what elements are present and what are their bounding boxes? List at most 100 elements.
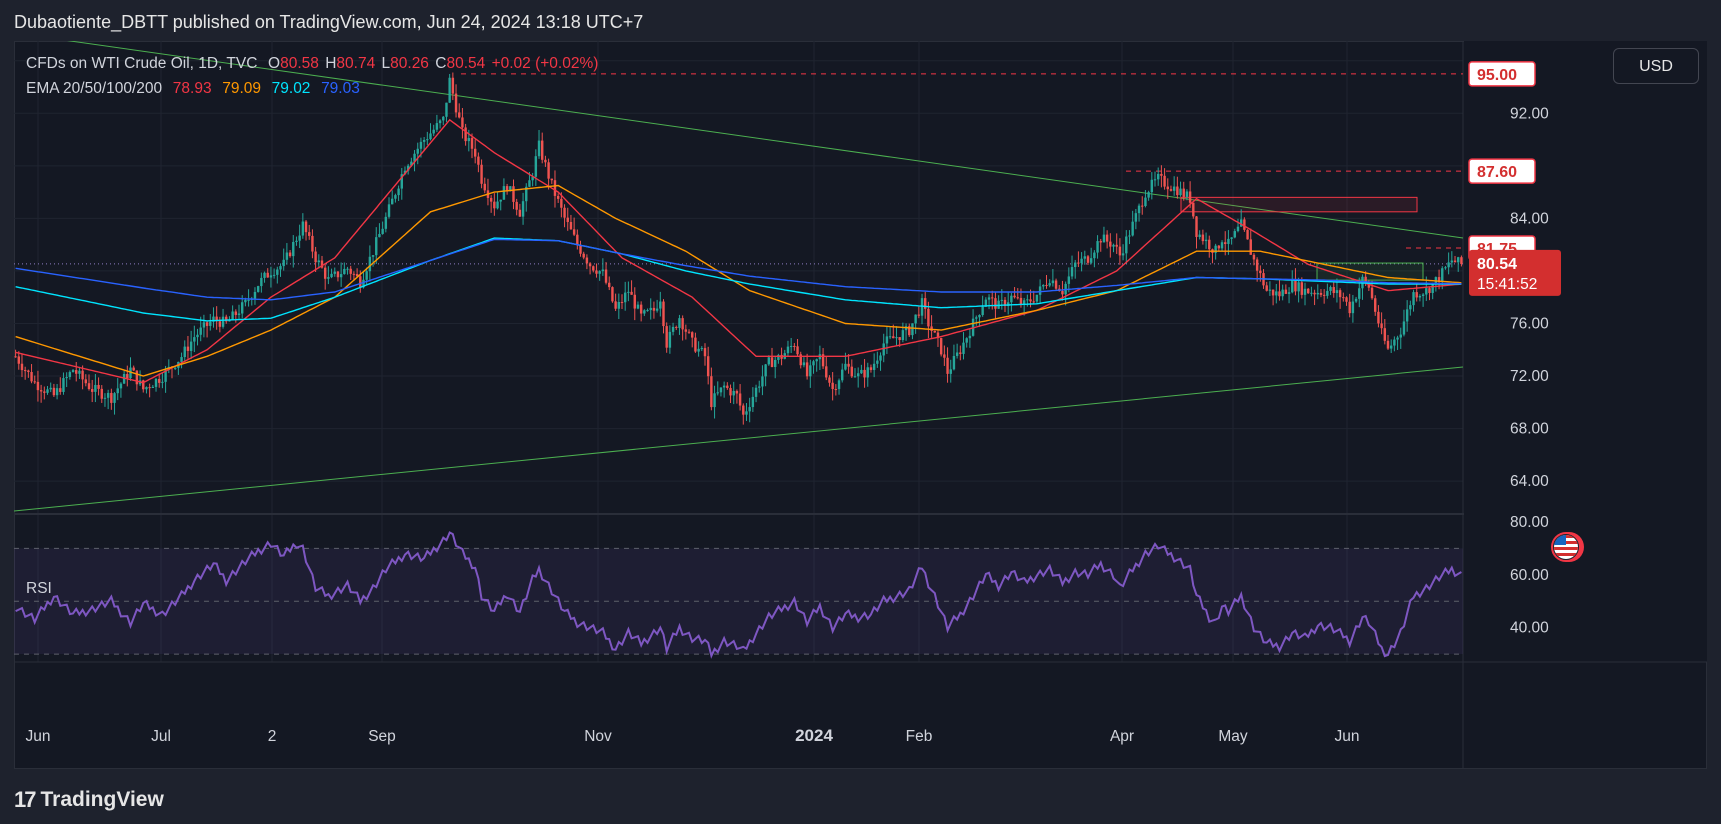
candle-body	[793, 345, 796, 347]
candle-body	[1364, 276, 1367, 282]
countdown-value: 15:41:52	[1477, 276, 1537, 293]
resistance-zone	[1180, 196, 1418, 213]
candle-body	[1125, 236, 1128, 254]
candle-body	[103, 397, 107, 399]
candle-body	[432, 129, 435, 134]
candle-body	[400, 174, 403, 189]
candle-body	[135, 370, 139, 385]
candle-body	[923, 298, 927, 309]
candle-body	[317, 260, 321, 263]
candle-body	[352, 273, 356, 275]
ema20-value: 78.93	[172, 80, 212, 97]
candle-body	[218, 321, 222, 327]
time-axis[interactable]: Jun Jul 2 Sep Nov 2024 Feb Apr May Jun	[14, 661, 1707, 745]
candle-body	[442, 116, 445, 121]
candle-body	[726, 385, 729, 389]
candle-body	[1185, 191, 1189, 197]
candle-body	[1093, 252, 1096, 259]
candle-body	[209, 321, 212, 326]
axis-background	[1464, 41, 1707, 662]
candle-body	[489, 197, 493, 202]
candle-body	[183, 346, 186, 358]
rsi-label: RSI	[26, 580, 52, 597]
candle-body	[920, 298, 924, 316]
footer-brand[interactable]: TradingView	[40, 788, 164, 811]
price-chart[interactable]: 92.00 84.00 76.00 72.00 68.00 64.00 80.00 60.00…	[14, 41, 1707, 769]
candle-body	[413, 153, 416, 162]
candle-body	[336, 271, 340, 278]
low-value: 80.26	[390, 55, 429, 72]
candle-body	[528, 180, 531, 187]
trendlines	[14, 41, 1464, 512]
candle-body	[1310, 292, 1313, 294]
candle-body	[917, 314, 921, 316]
rsi-pane	[14, 531, 1463, 659]
candle-body	[643, 310, 646, 314]
candle-body	[1169, 189, 1173, 191]
tradingview-logo-icon[interactable]: 17	[14, 787, 37, 812]
candle-body	[126, 373, 129, 379]
candle-body	[1444, 267, 1447, 269]
candle-body	[142, 380, 145, 390]
candle-body	[240, 302, 244, 314]
candle-body	[1358, 288, 1361, 299]
candle-body	[636, 304, 640, 309]
candle-body	[748, 407, 751, 412]
candle-body	[429, 133, 432, 140]
candle-body	[151, 386, 155, 388]
candle-body	[1141, 205, 1144, 207]
candle-body	[697, 348, 700, 352]
candle-body	[1389, 345, 1393, 349]
currency-button[interactable]: USD	[1613, 48, 1699, 84]
candle-body	[611, 287, 614, 302]
time-tick-label: Nov	[584, 728, 612, 745]
candle-body	[544, 159, 547, 163]
candle-body	[1042, 284, 1045, 287]
candle-body	[1399, 334, 1402, 338]
candle-body	[87, 383, 91, 390]
price-tick-label: 76.00	[1510, 315, 1549, 332]
time-tick-label: May	[1218, 728, 1248, 745]
candle-body	[68, 372, 72, 378]
candle-body	[876, 360, 879, 364]
candle-body	[323, 267, 327, 279]
price-axis[interactable]: 92.00 84.00 76.00 72.00 68.00 64.00 80.00 60.00…	[1464, 41, 1707, 662]
candle-body	[116, 388, 119, 394]
candle-body	[228, 319, 231, 322]
candle-body	[655, 308, 659, 311]
symbol-name: CFDs on WTI Crude Oil, 1D, TVC	[26, 55, 258, 72]
candle-body	[106, 392, 110, 398]
candle-body	[541, 140, 544, 160]
candle-body	[758, 386, 761, 388]
candle-body	[1351, 301, 1355, 314]
candle-body	[1412, 292, 1415, 306]
candle-body	[710, 376, 713, 408]
candle-body	[1275, 291, 1278, 296]
candle-body	[678, 318, 681, 328]
candle-body	[732, 390, 735, 396]
time-tick-label: Feb	[906, 728, 933, 745]
candle-body	[914, 314, 917, 324]
candle-body	[1118, 246, 1122, 256]
price-level-label	[1468, 61, 1536, 87]
candle-body	[927, 308, 930, 327]
candle-body	[1006, 302, 1010, 307]
candle-body	[1182, 188, 1185, 197]
price-level-value: 95.00	[1477, 67, 1517, 84]
candle-body	[700, 348, 704, 350]
candle-body	[1026, 299, 1029, 301]
candle-body	[36, 381, 40, 391]
candle-body	[1080, 258, 1083, 264]
candle-body	[78, 370, 81, 374]
time-tick-label: 2024	[795, 726, 833, 745]
candle-body	[1421, 294, 1425, 296]
candle-body	[467, 138, 471, 142]
candle-body	[100, 388, 103, 399]
ema-label: EMA 20/50/100/200	[26, 80, 163, 97]
us-flag-icon[interactable]	[1550, 530, 1584, 564]
candle-body	[272, 274, 276, 276]
candle-body	[687, 331, 691, 333]
candle-body	[256, 286, 260, 292]
candle-body	[320, 260, 324, 268]
candle-body	[1437, 277, 1441, 283]
